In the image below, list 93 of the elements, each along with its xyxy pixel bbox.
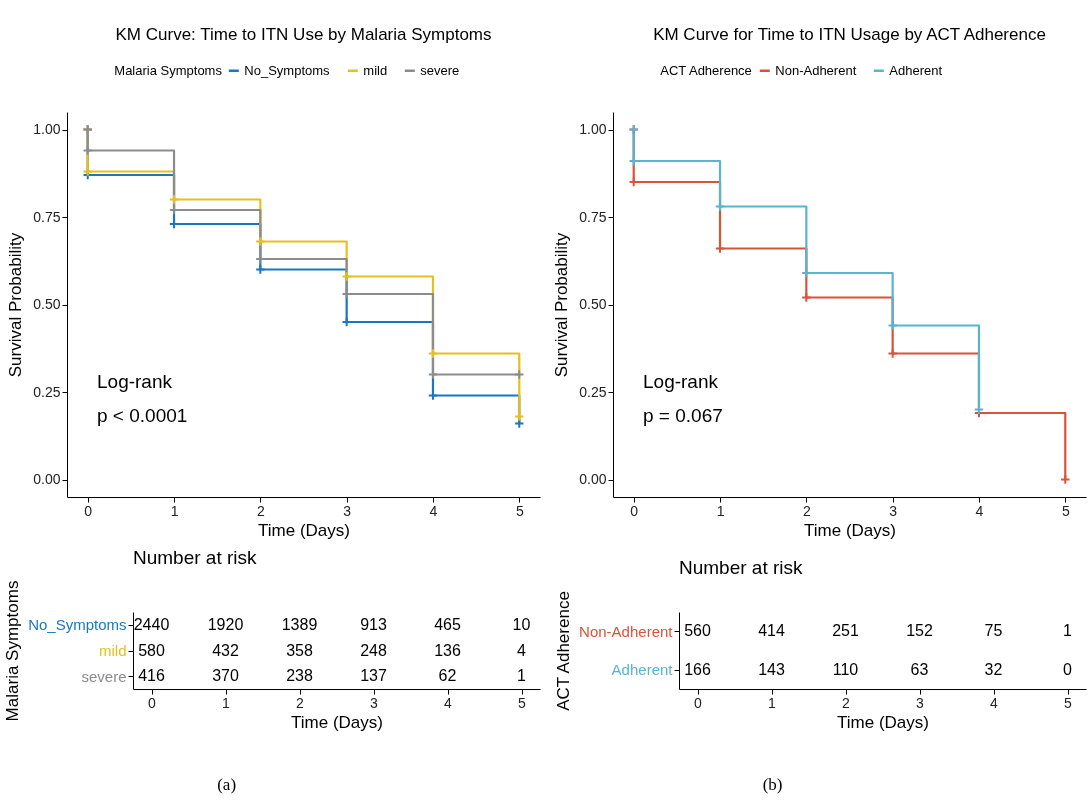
y-tick-label: 1.00 [579, 121, 607, 137]
data-label: 152 [906, 622, 933, 640]
x-tick-label: 2 [842, 694, 851, 711]
y-axis-title: Malaria Symptoms [3, 580, 23, 722]
data-label: 1 [1063, 622, 1073, 640]
chart-title: Number at risk [679, 557, 804, 579]
annotation: Log-rank [643, 370, 719, 392]
data-label: 370 [212, 667, 239, 685]
x-tick-label: 2 [256, 502, 265, 519]
annotation: Log-rank [97, 370, 173, 392]
x-tick-label: 2 [802, 502, 811, 519]
data-label: 560 [684, 622, 711, 640]
x-axis-title: Time (Days) [804, 520, 896, 540]
x-tick-label: 5 [1064, 694, 1073, 711]
legend-title: ACT Adherence [660, 63, 752, 78]
data-label: 251 [832, 622, 859, 640]
x-tick-label: 4 [990, 694, 999, 711]
x-tick-label: 4 [975, 502, 984, 519]
data-label: 414 [758, 622, 785, 640]
chart-title: Number at risk [133, 547, 258, 569]
data-label: 143 [758, 660, 785, 678]
data-label: 238 [286, 667, 313, 685]
chart-title: KM Curve: Time to ITN Use by Malaria Symptoms [115, 25, 492, 44]
x-axis-title: Time (Days) [258, 520, 350, 540]
y-tick-label: 0.00 [579, 471, 607, 487]
x-tick-label: 0 [630, 502, 639, 519]
data-label: 913 [360, 615, 387, 633]
x-axis-title: Time (Days) [291, 712, 383, 732]
y-tick-label: 0.75 [33, 208, 61, 225]
legend-label: Non-Adherent [775, 62, 857, 78]
y-tick-label: Non-Adherent [579, 622, 674, 640]
x-tick-label: 5 [518, 694, 527, 711]
data-label: 580 [138, 641, 165, 659]
y-tick-label: mild [98, 642, 127, 659]
x-tick-label: 0 [84, 502, 93, 519]
x-tick-label: 3 [889, 502, 898, 519]
data-label: 137 [360, 667, 387, 685]
data-label: 1920 [207, 615, 244, 633]
x-tick-label: 3 [916, 694, 925, 711]
data-label: 62 [438, 667, 457, 685]
y-tick-label: 0.25 [579, 383, 607, 400]
data-label: 465 [434, 615, 461, 633]
data-label: 0 [1063, 660, 1073, 678]
data-label: 110 [832, 660, 859, 678]
x-tick-label: 4 [444, 694, 453, 711]
x-axis-title: Time (Days) [837, 712, 929, 732]
y-tick-label: 1.00 [33, 121, 61, 137]
x-tick-label: 1 [222, 694, 231, 711]
x-tick-label: 5 [515, 502, 524, 519]
legend-label: No_Symptoms [244, 62, 331, 78]
y-tick-label: 0.00 [33, 471, 61, 487]
x-tick-label: 2 [296, 694, 305, 711]
x-tick-label: 5 [1061, 502, 1070, 519]
data-label: 63 [910, 660, 929, 678]
data-label: 136 [434, 641, 461, 659]
y-tick-label: 0.75 [579, 208, 607, 225]
x-tick-label: 1 [768, 694, 777, 711]
data-label: 166 [684, 660, 711, 678]
data-label: 358 [286, 641, 313, 659]
y-axis-title: Survival Probability [6, 232, 26, 378]
chart-title: KM Curve for Time to ITN Usage by ACT Adherence [653, 25, 1046, 44]
legend-label: severe [420, 62, 460, 78]
x-tick-label: 4 [429, 502, 438, 519]
data-label: 2440 [133, 615, 170, 633]
y-axis-title: Survival Probability [552, 232, 572, 378]
x-tick-label: 3 [370, 694, 379, 711]
data-label: 416 [138, 667, 165, 685]
y-tick-label: 0.25 [33, 383, 61, 400]
data-label: 432 [212, 641, 239, 659]
y-tick-label: severe [81, 667, 127, 685]
text: (b) [762, 775, 783, 794]
legend-label: mild [363, 62, 388, 78]
x-tick-label: 3 [343, 502, 352, 519]
y-axis-title: ACT Adherence [554, 591, 574, 711]
y-tick-label: No_Symptoms [28, 616, 127, 634]
annotation: p = 0.067 [643, 404, 723, 426]
data-label: 248 [360, 641, 387, 659]
x-tick-label: 0 [148, 694, 157, 711]
x-tick-label: 1 [170, 502, 179, 519]
data-label: 4 [517, 641, 527, 659]
data-label: 1 [517, 667, 527, 685]
text: (a) [217, 775, 237, 794]
data-label: 32 [984, 660, 1003, 678]
y-tick-label: 0.50 [33, 296, 61, 312]
x-tick-label: 1 [716, 502, 725, 519]
y-tick-label: 0.50 [579, 296, 607, 312]
data-label: 10 [512, 615, 531, 633]
annotation: p < 0.0001 [97, 404, 188, 426]
x-tick-label: 0 [694, 694, 703, 711]
data-label: 1389 [281, 615, 318, 633]
legend-label: Adherent [889, 62, 943, 78]
legend-title: Malaria Symptoms [114, 63, 223, 78]
data-label: 75 [984, 622, 1003, 640]
